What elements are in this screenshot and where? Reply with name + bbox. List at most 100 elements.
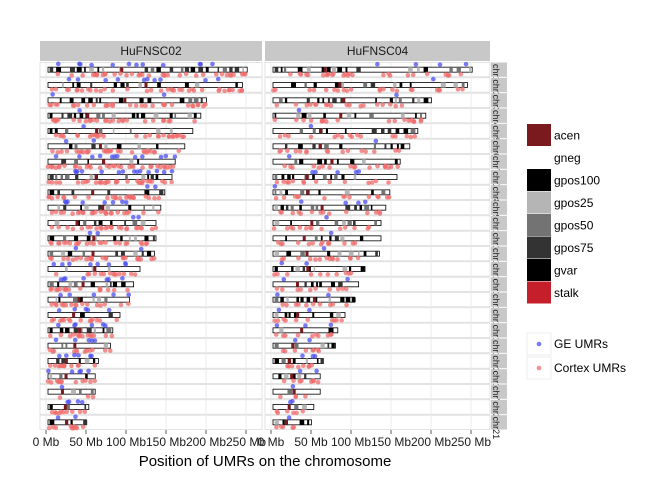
cortex-umr-point [317, 301, 323, 307]
cortex-umr-point [112, 71, 117, 77]
ideogram-band [328, 327, 334, 333]
ideogram-band [49, 67, 54, 73]
cortex-umr-point [305, 317, 311, 322]
ideogram-band [193, 97, 199, 103]
ideogram-band [293, 312, 297, 318]
ideogram-band [453, 82, 458, 88]
cortex-umr-point [337, 226, 343, 232]
cortex-umr-point [342, 225, 348, 230]
cortex-umr-point [146, 73, 152, 78]
cortex-umr-point [342, 241, 347, 246]
ideogram-band [49, 281, 54, 287]
ideogram-band [59, 373, 63, 379]
cortex-umr-point [49, 318, 55, 323]
cortex-umr-point [64, 409, 70, 415]
cortex-umr-point [177, 87, 182, 92]
ideogram-band [108, 312, 113, 318]
row-strip-label: chr13 [491, 263, 501, 286]
ideogram-band [80, 327, 83, 333]
row-strip-label: chr21 [491, 417, 501, 440]
ideogram-band [274, 67, 279, 73]
ideogram-band [283, 67, 287, 73]
cortex-umr-point [110, 88, 116, 93]
ideogram-band [49, 327, 53, 333]
ideogram-band [347, 220, 352, 226]
cortex-umr-point [72, 164, 78, 169]
ideogram-band [396, 143, 399, 149]
ge-umr-point [158, 154, 164, 160]
ideogram-band [71, 389, 76, 395]
ge-umr-point [78, 368, 84, 374]
cortex-umr-point [348, 270, 354, 276]
ideogram-band [120, 82, 125, 88]
ideogram-band [66, 404, 70, 410]
cortex-umr-point [347, 255, 353, 261]
centromere-band [295, 281, 299, 287]
ge-umr-point [310, 169, 315, 175]
ge-umr-point [158, 77, 163, 82]
ideogram-band [362, 159, 366, 165]
cortex-umr-point [143, 103, 148, 109]
cortex-umr-point [91, 333, 97, 338]
ge-umr-point [77, 154, 82, 159]
cortex-umr-point [97, 132, 103, 138]
ge-umr-point [53, 337, 59, 343]
legend-label: gpos25 [554, 196, 594, 210]
cortex-umr-point [290, 425, 296, 431]
ideogram-band [102, 113, 105, 119]
ge-umr-point [103, 323, 108, 328]
cortex-umr-point [162, 180, 168, 185]
ideogram-band [101, 67, 105, 73]
cortex-umr-point [160, 118, 166, 123]
ideogram-band [49, 113, 53, 119]
row-strip-label: chr3 [491, 95, 501, 113]
ideogram-band [291, 266, 294, 272]
cortex-umr-point [131, 164, 136, 169]
cortex-umr-point [89, 318, 94, 324]
cortex-umr-point [376, 194, 381, 200]
ge-umr-point [343, 200, 348, 206]
ideogram-band [288, 312, 291, 318]
cortex-umr-point [113, 240, 119, 246]
cortex-umr-point [91, 241, 97, 247]
cortex-umr-point [74, 149, 79, 154]
ideogram-band [282, 419, 285, 425]
cortex-umr-point [168, 118, 173, 124]
cortex-umr-point [372, 149, 377, 154]
cortex-umr-point [373, 178, 379, 184]
cortex-umr-point [392, 118, 398, 124]
ideogram-band [344, 128, 347, 134]
ideogram-band [291, 373, 296, 379]
ideogram-band [316, 281, 318, 287]
cortex-umr-point [377, 86, 383, 92]
cortex-umr-point [151, 256, 157, 261]
ge-umr-point [102, 200, 107, 205]
cortex-umr-point [303, 226, 309, 231]
cortex-umr-point [46, 179, 52, 185]
cortex-umr-point [98, 88, 103, 94]
cortex-umr-point [92, 271, 98, 277]
ideogram-band [184, 67, 190, 73]
x-tick-label: 100 Mb [331, 435, 371, 449]
cortex-umr-point [89, 210, 95, 216]
ideogram [272, 312, 346, 318]
cortex-umr-point [78, 317, 84, 323]
ideogram-band [332, 67, 337, 73]
row-strip [491, 353, 507, 369]
cortex-umr-point [390, 87, 395, 92]
cortex-umr-point [144, 88, 150, 94]
ideogram-band [371, 128, 377, 134]
cortex-umr-point [49, 224, 55, 230]
centromere-band [290, 373, 294, 379]
cortex-umr-point [300, 408, 306, 414]
ideogram-band [306, 67, 311, 73]
ge-umr-point [109, 154, 115, 160]
ideogram-band [334, 174, 338, 180]
cortex-umr-point [303, 394, 308, 399]
cortex-umr-point [94, 302, 100, 308]
cortex-umr-point [318, 272, 323, 277]
ge-umr-point [215, 76, 221, 82]
cortex-umr-point [101, 133, 106, 139]
ideogram-band [90, 82, 93, 88]
centromere-band [306, 189, 310, 195]
